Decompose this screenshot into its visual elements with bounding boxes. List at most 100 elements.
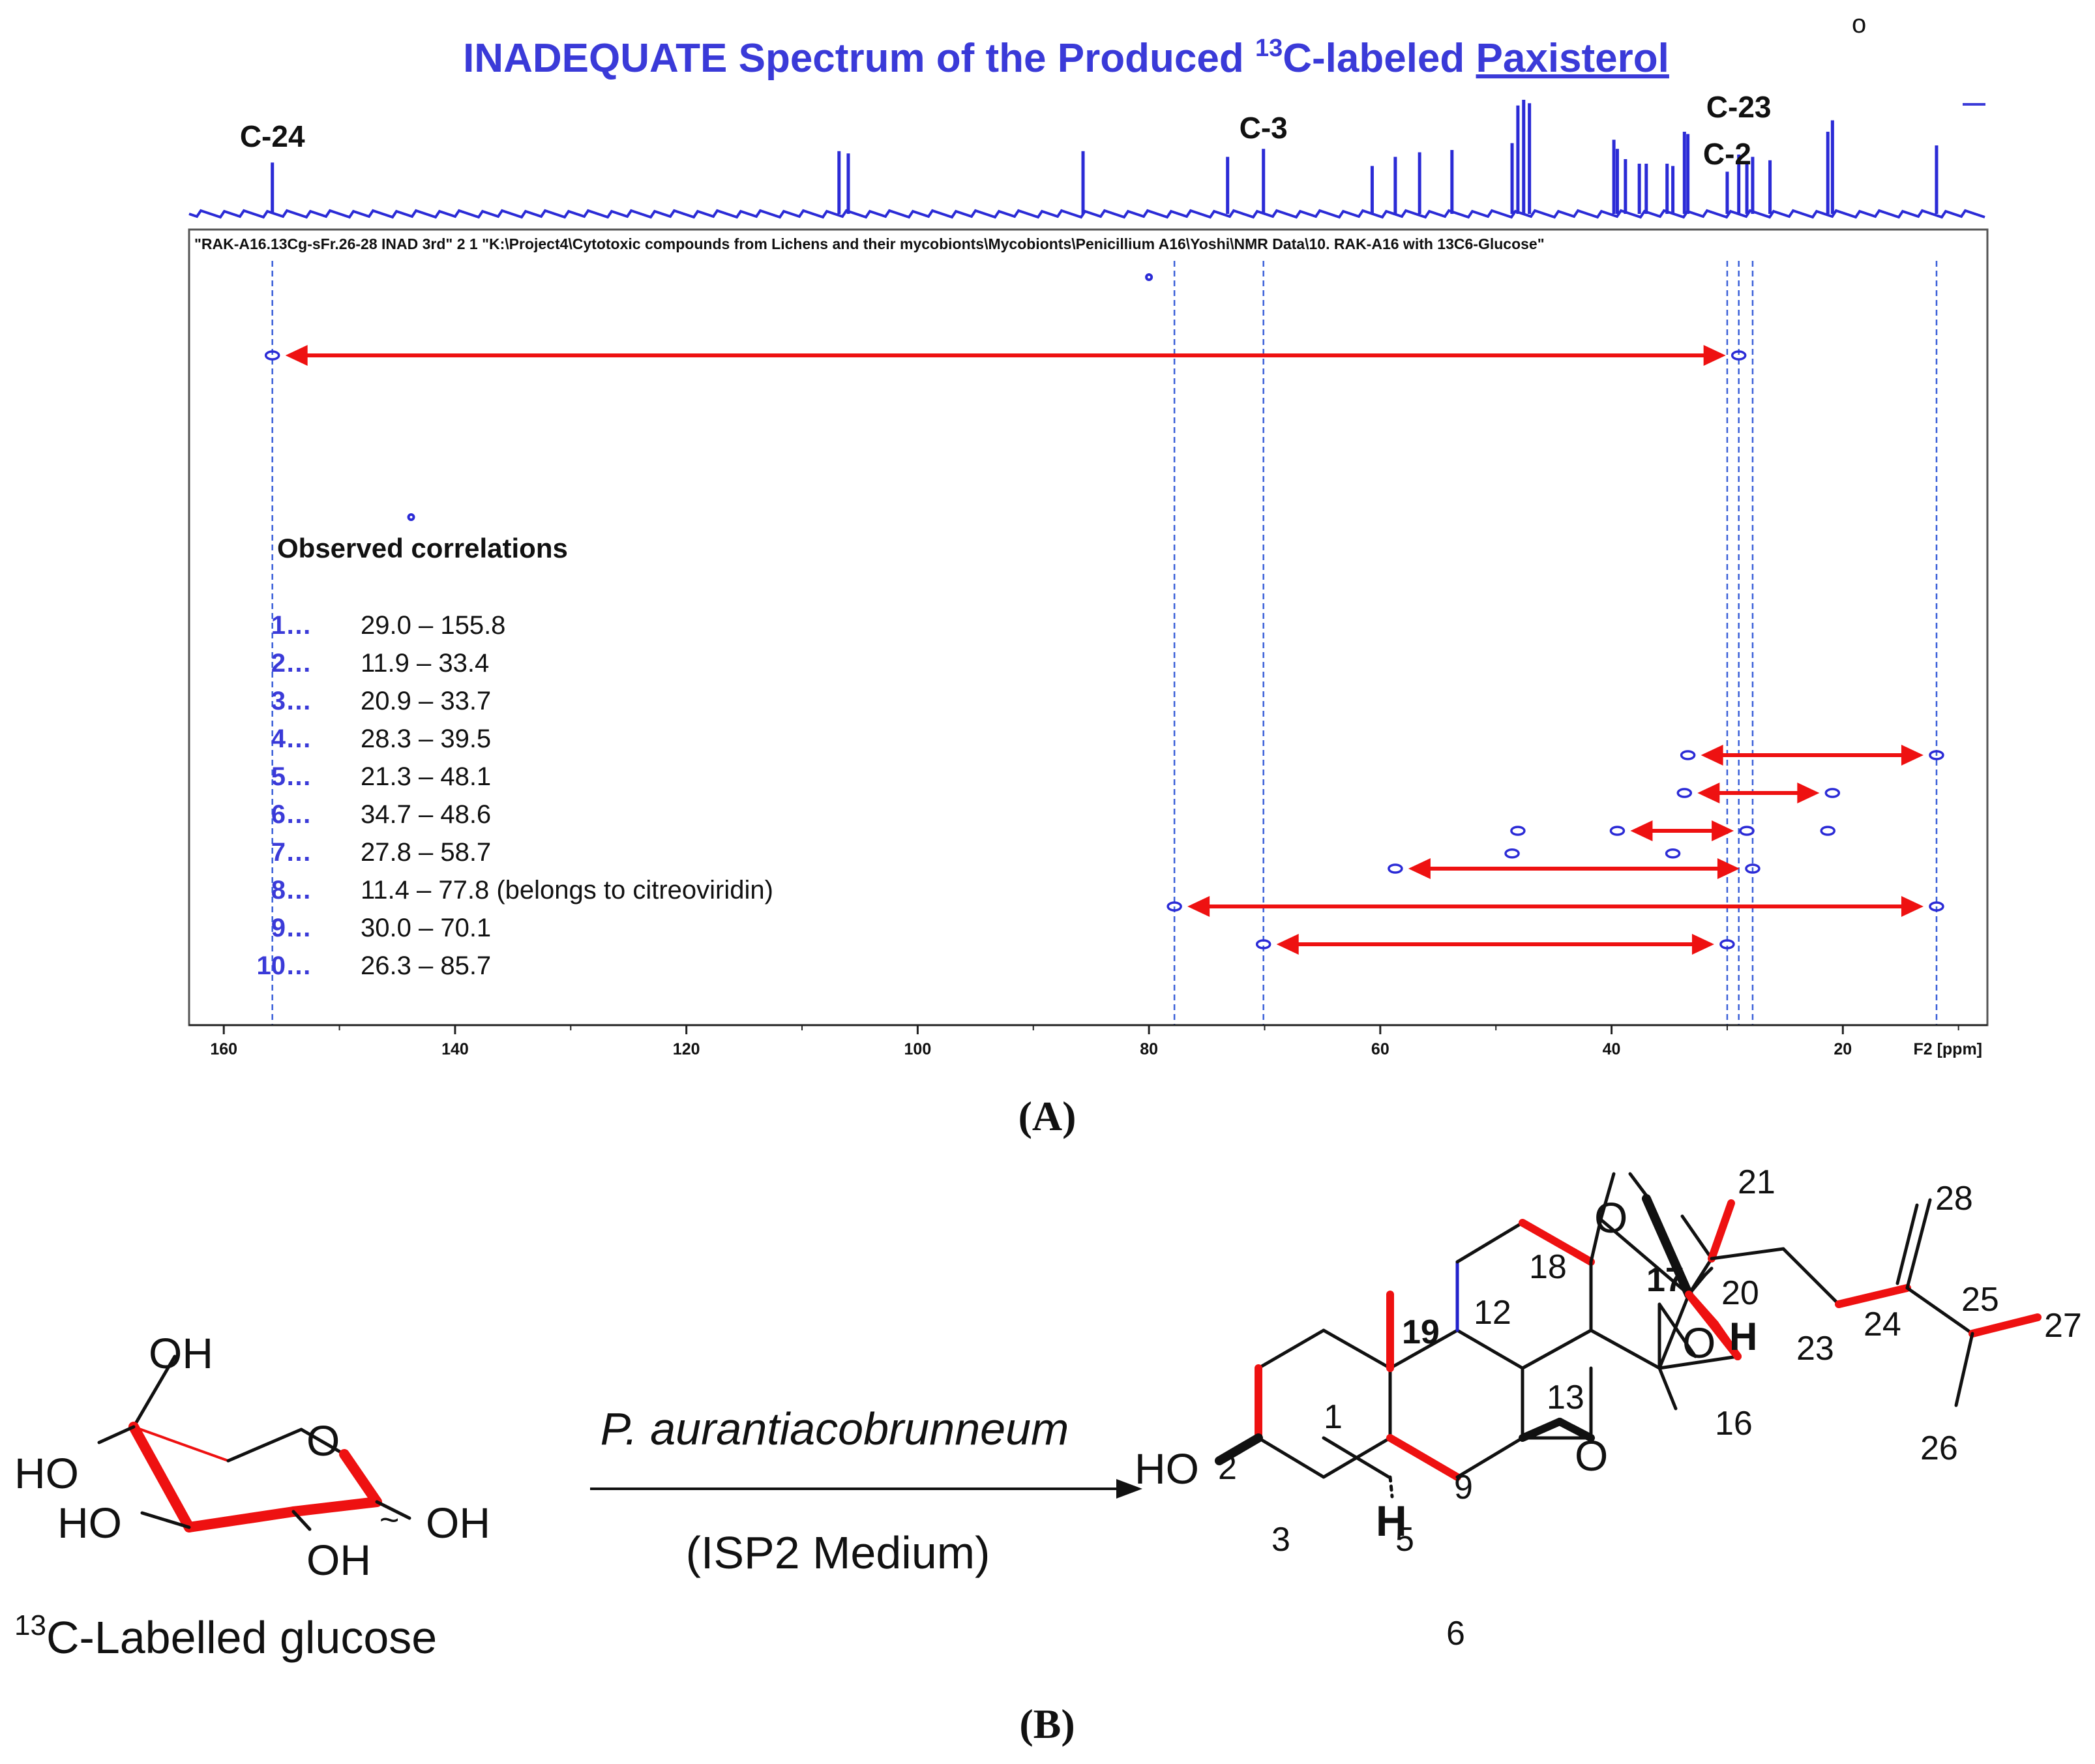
correlations-list: 1… 29.0 – 155.8 2… 11.9 – 33.4 3… 20.9 –… <box>257 611 773 980</box>
peak-label-c2: C-2 <box>1703 137 1751 171</box>
bond <box>375 1500 411 1520</box>
glucose-ring-o: O <box>306 1416 340 1465</box>
bond <box>132 1426 230 1462</box>
file-header: "RAK-A16.13Cg-sFr.26-28 INAD 3rd" 2 1 "K… <box>194 235 1545 252</box>
atom-number: 2 <box>1218 1449 1237 1487</box>
bond <box>1657 1366 1678 1411</box>
hydrogen-5: H <box>1376 1497 1407 1545</box>
bond <box>1835 1284 1911 1308</box>
bond <box>299 1428 346 1456</box>
correlation-arrow-head <box>1712 820 1734 841</box>
paxisterol-labels: 1 2 3 5 6 9 12 13 16 18 20 21 23 24 25 2… <box>1135 1163 2082 1652</box>
correlation-arrow-head <box>285 345 308 366</box>
bond <box>1589 1328 1661 1370</box>
atom-number: 13 <box>1547 1379 1584 1416</box>
hydroxyl-group: HO <box>1135 1444 1199 1493</box>
atom-number-17: 17 <box>1646 1261 1684 1299</box>
bond <box>1954 1332 1974 1407</box>
bond <box>339 1449 382 1507</box>
cross-peak <box>1680 750 1696 760</box>
panel-label-a: (A) <box>1018 1093 1077 1139</box>
cross-peak <box>1820 826 1835 836</box>
cross-peak <box>1719 939 1735 949</box>
spectrum-baseline <box>188 209 1985 219</box>
correlations-heading: Observed correlations <box>277 533 568 563</box>
cross-peak <box>264 350 280 361</box>
corr-num: 4… <box>271 725 312 753</box>
cross-peak <box>1676 788 1693 798</box>
bond <box>1256 1328 1326 1370</box>
atom-number: 12 <box>1474 1294 1511 1332</box>
cross-peaks <box>264 273 1944 949</box>
atom-number: 23 <box>1796 1330 1834 1368</box>
correlation-arrow-head <box>1697 783 1720 803</box>
x-tick-label: 40 <box>1603 1040 1621 1058</box>
atom-number: 1 <box>1324 1398 1343 1436</box>
bond <box>1322 1436 1392 1479</box>
atom-number: 27 <box>2044 1307 2082 1345</box>
corr-text: 11.4 – 77.8 (belongs to citreoviridin) <box>361 876 773 904</box>
bond <box>1710 1247 1785 1261</box>
glucose-structure <box>97 1354 411 1532</box>
cross-peak <box>1255 939 1271 949</box>
corr-num: 6… <box>271 800 312 829</box>
cross-peak <box>1745 863 1761 874</box>
chart-title: INADEQUATE Spectrum of the Produced 13C-… <box>463 35 1669 81</box>
corr-text: 27.8 – 58.7 <box>361 838 491 867</box>
atom-number: 3 <box>1271 1521 1290 1559</box>
correlation-arrow-head <box>1187 896 1210 917</box>
bond <box>1388 1475 1394 1499</box>
corr-num: 9… <box>271 914 312 942</box>
correlation-arrow-head <box>1701 745 1723 766</box>
cross-peak <box>1739 826 1755 836</box>
cross-peak <box>1609 826 1626 836</box>
cross-peak <box>1731 350 1747 361</box>
atom-number: 26 <box>1920 1429 1958 1467</box>
correlation-arrow-head <box>1797 783 1820 803</box>
cross-peak <box>1824 788 1841 798</box>
x-tick-label: 20 <box>1834 1040 1852 1058</box>
bond <box>1386 1434 1461 1481</box>
glucose-ho-2: HO <box>57 1499 122 1547</box>
corr-num: 5… <box>271 762 312 791</box>
peak-label-c24: C-24 <box>240 119 305 153</box>
cross-peak <box>1166 901 1182 912</box>
bond <box>1455 1328 1524 1370</box>
bond <box>1519 1418 1564 1442</box>
medium-label: (ISP2 Medium) <box>686 1527 990 1578</box>
corr-num: 3… <box>271 687 312 715</box>
glucose-labels: OH HO HO OH O OH ~ <box>14 1329 490 1584</box>
bond <box>1521 1328 1593 1370</box>
bond <box>1657 1293 1691 1370</box>
cross-peak <box>1929 750 1944 760</box>
bond <box>140 1511 191 1529</box>
x-tick-label: 140 <box>441 1040 469 1058</box>
bond <box>1703 1266 1714 1277</box>
atom-number-19: 19 <box>1402 1313 1440 1351</box>
bond <box>1657 1302 1697 1358</box>
bond <box>1781 1247 1841 1306</box>
bond <box>1589 1218 1603 1264</box>
corr-text: 26.3 – 85.7 <box>361 951 491 980</box>
bond <box>1215 1433 1263 1465</box>
atom-number: 5 <box>1395 1521 1414 1559</box>
guide-lines <box>271 261 1938 1025</box>
glucose-ho-1: HO <box>14 1449 79 1497</box>
bond <box>1685 1291 1719 1328</box>
epoxide-oxygen: O <box>1575 1431 1608 1480</box>
bond <box>1905 1286 1974 1336</box>
atom-number: 25 <box>1961 1281 1999 1319</box>
corr-text: 30.0 – 70.1 <box>361 914 491 942</box>
corr-num: 7… <box>271 838 312 867</box>
bond <box>1455 1436 1524 1479</box>
bond <box>132 1354 177 1429</box>
x-tick-label: 160 <box>210 1040 237 1058</box>
corr-num: 8… <box>271 876 312 904</box>
bond <box>1895 1203 1919 1285</box>
bond <box>128 1422 194 1532</box>
cross-peak <box>1510 826 1526 836</box>
bond <box>291 1510 312 1531</box>
correlation-arrow-head <box>1276 934 1299 955</box>
atom-number: 28 <box>1935 1180 1973 1218</box>
